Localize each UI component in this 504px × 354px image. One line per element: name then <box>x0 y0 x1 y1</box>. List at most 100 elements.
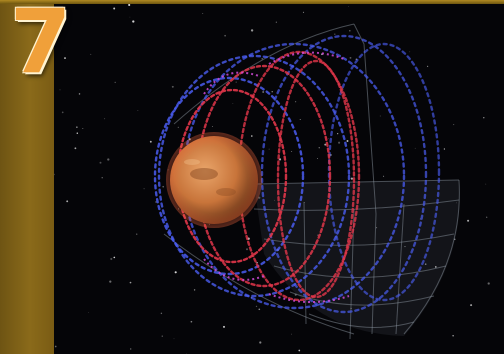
star <box>404 246 406 248</box>
star <box>486 216 488 218</box>
star <box>271 91 273 93</box>
star <box>261 58 263 60</box>
star <box>76 132 79 134</box>
star <box>211 126 213 127</box>
star <box>268 148 270 150</box>
star <box>453 124 455 126</box>
star <box>262 91 265 93</box>
star <box>259 341 262 344</box>
star <box>334 33 336 35</box>
star <box>74 147 77 150</box>
star <box>349 30 351 32</box>
star <box>470 304 473 307</box>
star <box>128 4 131 7</box>
star <box>235 81 237 83</box>
top-border <box>0 0 504 4</box>
star <box>82 127 84 130</box>
star <box>350 307 352 309</box>
star <box>171 85 174 88</box>
star <box>443 148 446 150</box>
star <box>104 118 106 120</box>
star <box>487 282 490 285</box>
star <box>107 158 110 161</box>
star <box>298 349 301 352</box>
star <box>328 138 329 139</box>
star <box>76 126 78 128</box>
star <box>160 312 163 315</box>
star <box>318 147 320 149</box>
star <box>434 266 437 268</box>
star <box>78 93 81 95</box>
star <box>346 140 349 142</box>
star <box>255 305 258 308</box>
star <box>303 202 305 203</box>
star <box>88 312 90 313</box>
star <box>251 135 253 137</box>
star <box>424 263 427 265</box>
star <box>109 280 112 283</box>
star <box>337 133 339 135</box>
star <box>136 233 138 235</box>
star <box>113 7 116 10</box>
space-illustration <box>54 4 504 354</box>
star <box>349 56 352 59</box>
star <box>379 115 381 117</box>
star <box>232 103 234 104</box>
star <box>376 227 378 229</box>
star <box>452 335 454 337</box>
star <box>456 202 457 204</box>
star <box>177 126 179 128</box>
star <box>291 151 293 152</box>
star <box>113 256 116 259</box>
star <box>161 335 163 337</box>
star <box>174 271 177 274</box>
star <box>299 119 301 121</box>
star <box>485 183 487 185</box>
star <box>256 262 258 264</box>
star <box>426 65 429 68</box>
star <box>59 89 61 91</box>
star <box>130 348 132 350</box>
star <box>275 21 277 23</box>
star <box>114 81 116 84</box>
side-panel <box>0 4 54 354</box>
star <box>61 111 64 114</box>
star <box>294 101 297 103</box>
star <box>414 147 416 149</box>
star <box>149 140 152 143</box>
star <box>483 117 485 119</box>
star <box>190 320 193 323</box>
star <box>66 200 69 203</box>
star <box>348 6 349 8</box>
star <box>317 158 318 159</box>
star <box>224 34 226 37</box>
star <box>383 175 385 177</box>
star <box>332 38 334 40</box>
star <box>246 248 248 251</box>
star <box>173 338 175 340</box>
star <box>294 293 297 296</box>
star <box>350 177 354 180</box>
cusp-lines <box>203 51 350 303</box>
star <box>467 219 470 222</box>
star <box>324 143 327 146</box>
star <box>454 238 456 240</box>
star <box>291 333 292 335</box>
number-badge: 7 <box>10 0 72 93</box>
star-field <box>54 4 490 354</box>
star <box>258 308 261 311</box>
star <box>409 51 411 53</box>
star <box>202 13 204 14</box>
planet <box>166 132 262 228</box>
star <box>137 110 139 111</box>
star <box>54 173 55 176</box>
star <box>90 53 92 55</box>
star <box>274 199 276 201</box>
star <box>101 177 103 179</box>
star <box>129 16 131 18</box>
star <box>338 141 341 144</box>
star <box>54 345 57 348</box>
star <box>99 161 102 164</box>
scene-canvas <box>54 4 490 354</box>
